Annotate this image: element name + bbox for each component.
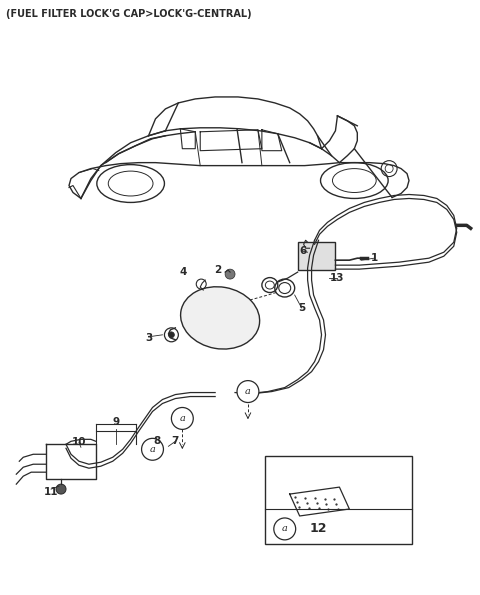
Text: (FUEL FILTER LOCK'G CAP>LOCK'G-CENTRAL): (FUEL FILTER LOCK'G CAP>LOCK'G-CENTRAL) [6,10,252,20]
Text: 7: 7 [172,436,179,446]
Text: a: a [245,387,251,396]
Text: 8: 8 [154,436,161,446]
Circle shape [142,439,164,461]
Text: a: a [180,414,185,423]
Text: 12: 12 [310,522,327,536]
Circle shape [225,269,235,279]
Circle shape [274,518,296,540]
Text: a: a [150,445,156,454]
Circle shape [56,484,66,494]
Text: 6: 6 [299,246,306,256]
Circle shape [237,381,259,402]
Text: 9: 9 [112,418,120,427]
Text: 11: 11 [44,487,59,497]
Text: 13: 13 [330,273,345,283]
Circle shape [168,332,174,338]
Bar [265,456,412,544]
Text: 4: 4 [180,267,187,277]
Text: a: a [282,524,288,533]
Text: 1: 1 [371,253,378,263]
Text: 2: 2 [215,265,222,275]
Bar [298,242,336,270]
Ellipse shape [180,287,260,349]
Text: 5: 5 [298,303,305,313]
Text: 3: 3 [145,333,152,343]
Text: 10: 10 [72,437,86,447]
Circle shape [171,408,193,430]
